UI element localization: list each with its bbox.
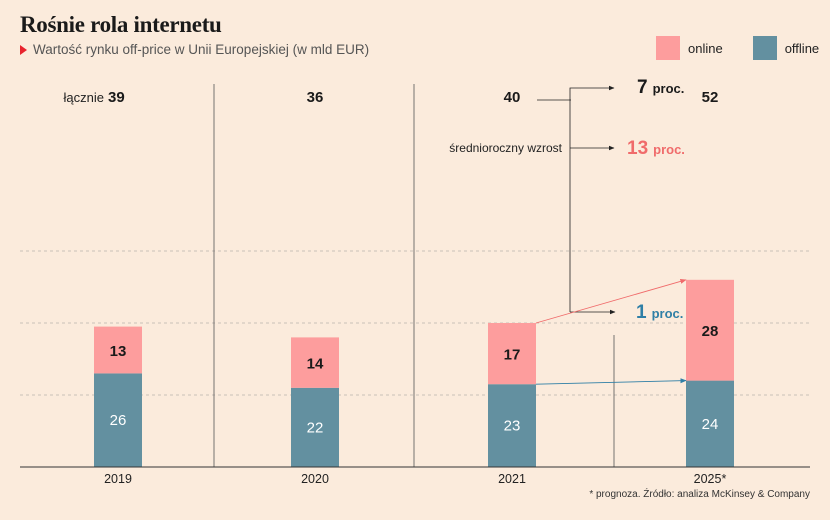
growth-caption: średnioroczny wzrost (449, 141, 562, 155)
bar-offline (488, 384, 536, 467)
growth-total: 7 proc. (637, 77, 684, 98)
bar-online (94, 326, 142, 374)
legend-swatch-offline (752, 36, 777, 60)
legend-label-offline: offline (784, 40, 820, 56)
total-label: 40 (504, 89, 521, 106)
growth-online-value: 13 (627, 138, 648, 159)
data-label-online: 13 (110, 343, 127, 360)
total-label: 36 (307, 89, 324, 106)
bar-offline (94, 373, 142, 467)
data-label-online: 17 (504, 347, 521, 364)
bar-online (686, 279, 734, 381)
data-label-offline: 26 (110, 412, 127, 429)
growth-offline-unit: proc. (652, 306, 684, 321)
data-label-offline: 22 (307, 419, 324, 436)
growth-total-value: 7 (637, 77, 648, 98)
bar-offline (291, 387, 339, 467)
growth-total-unit: proc. (653, 81, 685, 96)
x-tick-label: 2021 (498, 472, 526, 486)
total-label: 39 (108, 89, 125, 106)
subtitle-text: Wartość rynku off-price w Unii Europejsk… (33, 42, 370, 57)
growth-offline-value: 1 (636, 302, 647, 323)
data-label-offline: 23 (504, 418, 521, 435)
growth-online: 13 proc. (627, 138, 685, 159)
x-tick-label: 2025* (694, 472, 727, 486)
growth-bracket-total (569, 85, 615, 312)
total-label: 52 (702, 89, 719, 106)
total-prefix: łącznie (64, 90, 104, 105)
growth-offline: 1 proc. (636, 302, 683, 323)
bar-online (488, 323, 536, 385)
growth-online-unit: proc. (653, 142, 685, 157)
x-tick-label: 2019 (104, 472, 132, 486)
legend-item-offline: offline (752, 36, 820, 60)
legend-item-online: online (656, 36, 723, 60)
legend: online offline (656, 36, 830, 60)
triangle-bullet-icon (20, 44, 27, 55)
x-tick-label: 2020 (301, 472, 329, 486)
bar-offline (686, 380, 734, 467)
legend-label-online: online (688, 40, 723, 56)
bar-online (291, 337, 339, 388)
chart-title: Rośnie rola internetu (20, 12, 222, 37)
offline-trend-arrow (535, 378, 687, 385)
online-trend-arrow (535, 278, 687, 324)
data-label-offline: 24 (702, 416, 719, 433)
data-label-online: 28 (702, 323, 719, 340)
footnote: * prognoza. Źródło: analiza McKinsey & C… (589, 489, 810, 500)
legend-swatch-online (656, 36, 680, 60)
chart-subtitle: Wartość rynku off-price w Unii Europejsk… (20, 42, 369, 57)
data-label-online: 14 (307, 356, 324, 373)
